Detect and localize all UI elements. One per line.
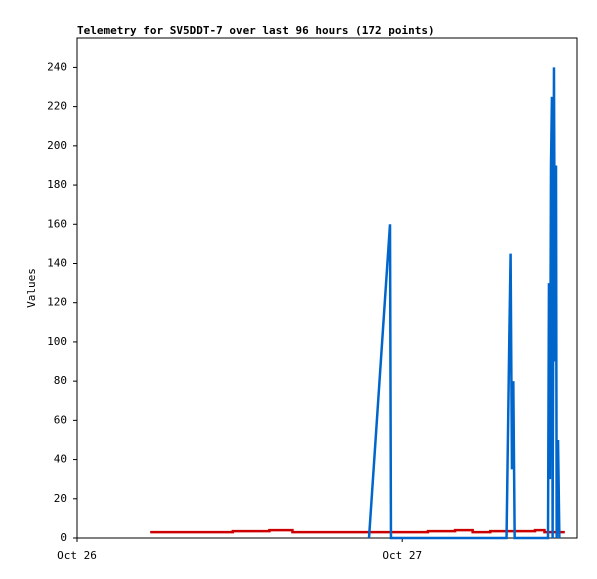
x-tick-label: Oct 27 <box>382 549 422 562</box>
y-tick-label: 220 <box>47 100 67 113</box>
series-line <box>150 528 565 534</box>
plot-frame <box>76 37 578 539</box>
y-tick-label: 20 <box>54 492 67 505</box>
y-tick-label: 160 <box>47 217 67 230</box>
series-line <box>367 67 561 540</box>
y-tick-label: 140 <box>47 256 67 269</box>
chart-title: Telemetry for SV5DDT-7 over last 96 hour… <box>77 24 435 37</box>
y-tick-label: 240 <box>47 60 67 73</box>
y-axis-label: Values <box>25 268 38 308</box>
x-tick-label: Oct 26 <box>57 549 97 562</box>
y-tick-label: 0 <box>60 531 67 544</box>
y-tick-label: 40 <box>54 453 67 466</box>
y-tick-label: 100 <box>47 335 67 348</box>
y-tick-label: 120 <box>47 296 67 309</box>
y-tick-label: 180 <box>47 178 67 191</box>
y-tick-label: 80 <box>54 374 67 387</box>
y-tick-label: 200 <box>47 139 67 152</box>
y-tick-label: 60 <box>54 413 67 426</box>
